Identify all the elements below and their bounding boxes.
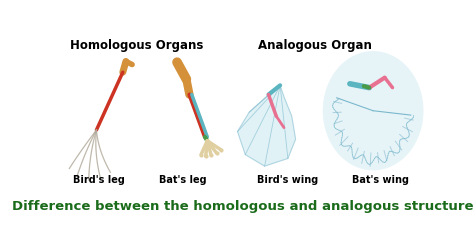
Text: Bird's wing: Bird's wing <box>257 175 319 185</box>
Text: Homologous Organs: Homologous Organs <box>70 39 203 52</box>
Text: Bird's leg: Bird's leg <box>73 175 125 185</box>
Text: Bat's leg: Bat's leg <box>159 175 207 185</box>
Text: Difference between the homologous and analogous structure: Difference between the homologous and an… <box>12 200 474 213</box>
Text: Bat's wing: Bat's wing <box>352 175 410 185</box>
Ellipse shape <box>323 51 423 170</box>
Polygon shape <box>237 85 296 166</box>
Text: Analogous Organ: Analogous Organ <box>258 39 372 52</box>
